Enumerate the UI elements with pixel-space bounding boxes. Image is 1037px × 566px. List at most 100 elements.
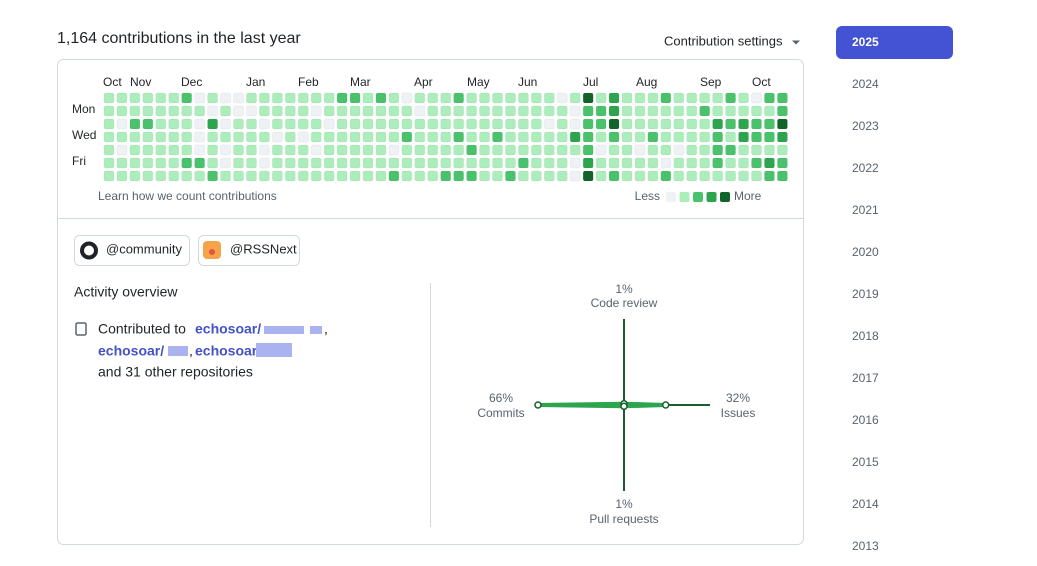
year[interactable]: 2017 bbox=[852, 371, 879, 385]
day-cell bbox=[763, 105, 775, 117]
day-cell bbox=[608, 92, 620, 104]
day-cell bbox=[103, 170, 115, 182]
day-cell bbox=[258, 144, 270, 156]
repo-link[interactable]: echosoar/ bbox=[98, 343, 164, 359]
day-cell bbox=[362, 131, 374, 143]
day-cell bbox=[647, 92, 659, 104]
day-cell bbox=[155, 157, 167, 169]
day-cell bbox=[595, 105, 607, 117]
day-cell bbox=[660, 118, 672, 130]
day-cell bbox=[271, 92, 283, 104]
day-cell bbox=[712, 118, 724, 130]
day-cell bbox=[751, 131, 762, 143]
day-cell bbox=[543, 118, 555, 130]
repo-link[interactable]: echosoar/ bbox=[195, 321, 261, 337]
year[interactable]: 2013 bbox=[852, 539, 879, 553]
day-cell bbox=[608, 118, 620, 130]
day-cell bbox=[401, 157, 413, 169]
day-cell bbox=[776, 92, 788, 104]
org-name[interactable]: @community bbox=[106, 241, 183, 256]
day-cell bbox=[297, 170, 309, 182]
day-cell bbox=[116, 144, 128, 156]
month-label: Mar bbox=[350, 75, 371, 89]
day-cell bbox=[155, 105, 167, 117]
day-cell bbox=[608, 157, 620, 169]
day-cell bbox=[699, 105, 711, 117]
day-cell bbox=[660, 105, 672, 117]
day-cell bbox=[220, 144, 232, 156]
day-cell bbox=[504, 131, 516, 143]
day-cell bbox=[543, 144, 555, 156]
radar-value: 32% bbox=[726, 391, 750, 405]
day-cell bbox=[569, 144, 581, 156]
day-cell bbox=[466, 170, 478, 182]
day-cell bbox=[699, 118, 711, 130]
day-cell bbox=[116, 92, 128, 104]
day-cell bbox=[738, 118, 750, 130]
day-cell bbox=[116, 157, 128, 169]
day-cell bbox=[595, 144, 607, 156]
day-cell bbox=[220, 118, 232, 130]
day-cell bbox=[725, 157, 737, 169]
year[interactable]: 2016 bbox=[852, 413, 879, 427]
day-cell bbox=[220, 105, 232, 117]
org-name[interactable]: @RSSNext bbox=[230, 241, 297, 256]
year[interactable]: 2019 bbox=[852, 287, 879, 301]
year[interactable]: 2020 bbox=[852, 245, 879, 259]
day-cell bbox=[712, 170, 724, 182]
day-cell bbox=[310, 131, 322, 143]
day-cell bbox=[349, 118, 361, 130]
month-label: Jan bbox=[246, 75, 265, 89]
year[interactable]: 2015 bbox=[852, 455, 879, 469]
day-cell bbox=[233, 144, 244, 156]
year[interactable]: 2025 bbox=[852, 35, 879, 49]
learn-link[interactable]: Learn how we count contributions bbox=[98, 189, 277, 203]
day-cell bbox=[142, 105, 154, 117]
day-cell bbox=[375, 92, 387, 104]
day-cell bbox=[621, 92, 633, 104]
day-cell bbox=[686, 118, 698, 130]
repo-link[interactable]: echosoar bbox=[195, 343, 258, 359]
year[interactable]: 2023 bbox=[852, 119, 879, 133]
day-cell bbox=[712, 144, 724, 156]
year[interactable]: 2024 bbox=[852, 77, 879, 91]
year[interactable]: 2021 bbox=[852, 203, 879, 217]
day-cell bbox=[556, 105, 568, 117]
day-cell bbox=[427, 118, 439, 130]
day-cell bbox=[543, 170, 555, 182]
day-cell bbox=[763, 144, 775, 156]
day-cell bbox=[466, 131, 478, 143]
day-cell bbox=[310, 92, 322, 104]
year[interactable]: 2022 bbox=[852, 161, 879, 175]
day-cell bbox=[608, 105, 620, 117]
legend-cell bbox=[720, 192, 730, 202]
day-cell bbox=[504, 105, 516, 117]
year[interactable]: 2018 bbox=[852, 329, 879, 343]
settings[interactable]: Contribution settings bbox=[664, 33, 783, 48]
day-cell bbox=[673, 144, 685, 156]
year-selected[interactable] bbox=[836, 26, 953, 59]
day-cell bbox=[375, 144, 387, 156]
day-cell bbox=[479, 144, 491, 156]
year[interactable]: 2014 bbox=[852, 497, 879, 511]
day-cell bbox=[297, 144, 309, 156]
day-cell bbox=[388, 157, 400, 169]
day-cell bbox=[699, 131, 711, 143]
org-chip[interactable] bbox=[74, 235, 190, 266]
day-cell bbox=[582, 118, 594, 130]
month-label: Oct bbox=[103, 75, 122, 89]
day-cell bbox=[284, 105, 296, 117]
day-cell bbox=[621, 131, 633, 143]
day-cell bbox=[556, 157, 568, 169]
day-cell bbox=[414, 105, 426, 117]
day-cell bbox=[492, 144, 503, 156]
day-cell bbox=[530, 157, 542, 169]
day-cell bbox=[440, 131, 452, 143]
day-cell bbox=[336, 144, 348, 156]
org-chip[interactable] bbox=[198, 235, 300, 266]
day-cell bbox=[427, 92, 439, 104]
day-cell bbox=[504, 144, 516, 156]
radar-label: Commits bbox=[477, 406, 524, 420]
day-cell bbox=[647, 118, 659, 130]
day-cell bbox=[129, 170, 141, 182]
